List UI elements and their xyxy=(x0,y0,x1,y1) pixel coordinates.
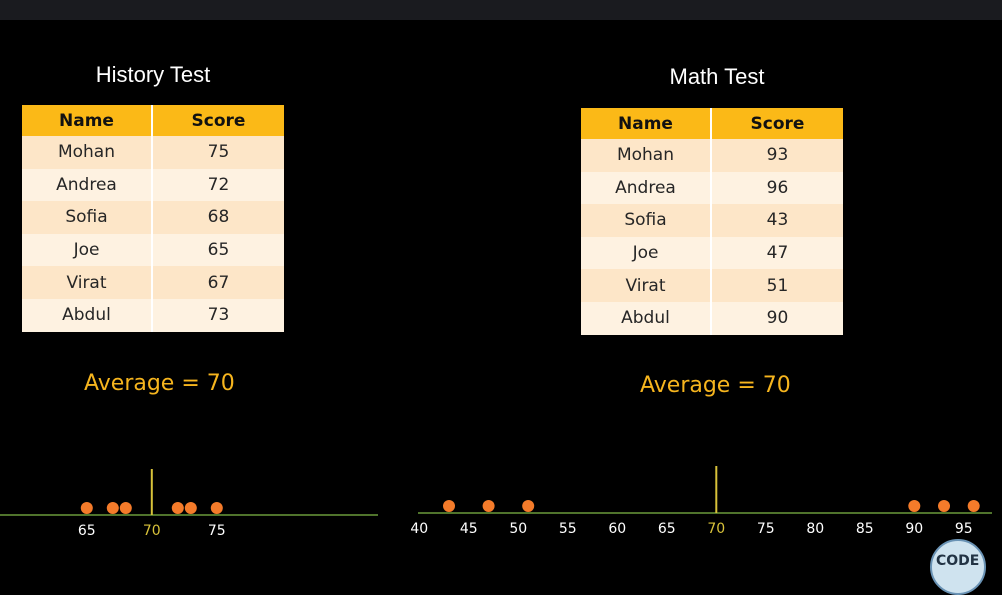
table-row: Sofia 68 xyxy=(22,201,284,234)
student-score: 43 xyxy=(711,204,843,237)
history-score-header: Score xyxy=(152,105,284,136)
table-row: Joe 47 xyxy=(581,236,843,270)
math-tick-label: 40 xyxy=(410,521,428,537)
math-tick-label: 95 xyxy=(955,521,973,537)
math-name-header: Name xyxy=(581,108,712,139)
history-test-table: Name Score Mohan 75 Andrea 72 Sofia 68 J… xyxy=(22,105,284,332)
table-row: Mohan 75 xyxy=(22,136,284,169)
table-row: Abdul 73 xyxy=(22,298,284,332)
math-data-point xyxy=(908,500,921,512)
math-tick-label: 45 xyxy=(460,521,478,537)
student-name: Andrea xyxy=(22,168,153,202)
student-score: 90 xyxy=(711,301,843,335)
student-score: 73 xyxy=(152,298,284,332)
history-average-label: Average = 70 xyxy=(84,371,235,396)
table-row: Mohan 93 xyxy=(581,139,843,172)
math-tick-label: 60 xyxy=(608,521,626,537)
math-tick-label: 55 xyxy=(559,521,577,537)
history-tick-label: 75 xyxy=(208,523,226,539)
history-tick-label: 70 xyxy=(143,523,161,539)
student-score: 96 xyxy=(711,171,843,205)
top-bar xyxy=(0,0,1002,20)
table-row: Virat 67 xyxy=(22,266,284,299)
student-score: 65 xyxy=(152,233,284,267)
student-name: Sofia xyxy=(22,201,153,234)
student-score: 68 xyxy=(152,201,284,234)
logo-text: CODE xyxy=(936,553,980,569)
table-row: Andrea 96 xyxy=(581,171,843,205)
student-score: 93 xyxy=(711,139,843,172)
math-tick-label: 50 xyxy=(509,521,527,537)
history-data-point xyxy=(171,502,184,514)
history-data-point xyxy=(106,502,119,514)
student-score: 75 xyxy=(152,136,284,169)
student-name: Abdul xyxy=(581,301,712,335)
history-tick-label: 65 xyxy=(78,523,96,539)
dot-plots: 65 70 75 40 45 50 55 60 65 70 75 80 85 90 95 xyxy=(0,466,992,539)
math-tick-label: 90 xyxy=(905,521,923,537)
student-name: Sofia xyxy=(581,204,712,237)
math-test-title: Math Test xyxy=(669,64,765,89)
history-name-header: Name xyxy=(22,105,153,136)
student-name: Virat xyxy=(22,266,153,299)
student-score: 51 xyxy=(711,269,843,302)
table-row: Andrea 72 xyxy=(22,168,284,202)
history-data-point xyxy=(119,502,132,514)
student-score: 72 xyxy=(152,168,284,202)
math-tick-label: 70 xyxy=(707,521,725,537)
table-row: Sofia 43 xyxy=(581,204,843,237)
math-tick-label: 75 xyxy=(757,521,775,537)
student-name: Abdul xyxy=(22,298,153,332)
history-header-row: Name Score xyxy=(22,105,284,136)
math-data-point xyxy=(443,500,455,512)
student-name: Mohan xyxy=(581,139,712,172)
math-tick-label: 80 xyxy=(806,521,824,537)
math-data-point xyxy=(482,500,495,512)
math-header-row: Name Score xyxy=(581,108,843,139)
student-name: Joe xyxy=(22,233,153,267)
table-row: Joe 65 xyxy=(22,233,284,267)
math-tick-label: 65 xyxy=(658,521,676,537)
student-name: Mohan xyxy=(22,136,153,169)
table-row: Abdul 90 xyxy=(581,301,843,335)
math-score-header: Score xyxy=(711,108,843,139)
student-name: Virat xyxy=(581,269,712,302)
history-data-point xyxy=(184,502,197,514)
history-test-title: History Test xyxy=(95,62,211,87)
table-row: Virat 51 xyxy=(581,269,843,302)
student-score: 67 xyxy=(152,266,284,299)
student-score: 47 xyxy=(711,236,843,270)
math-average-label: Average = 70 xyxy=(640,373,791,398)
math-test-table: Name Score Mohan 93 Andrea 96 Sofia 43 J… xyxy=(581,108,843,335)
student-name: Andrea xyxy=(581,171,712,205)
math-data-point xyxy=(522,500,535,512)
code-logo: CODE xyxy=(930,539,986,595)
math-data-point xyxy=(967,500,980,512)
math-data-point xyxy=(938,500,950,512)
math-tick-label: 85 xyxy=(856,521,874,537)
student-name: Joe xyxy=(581,236,712,270)
history-data-point xyxy=(80,502,93,514)
history-data-point xyxy=(210,502,223,514)
